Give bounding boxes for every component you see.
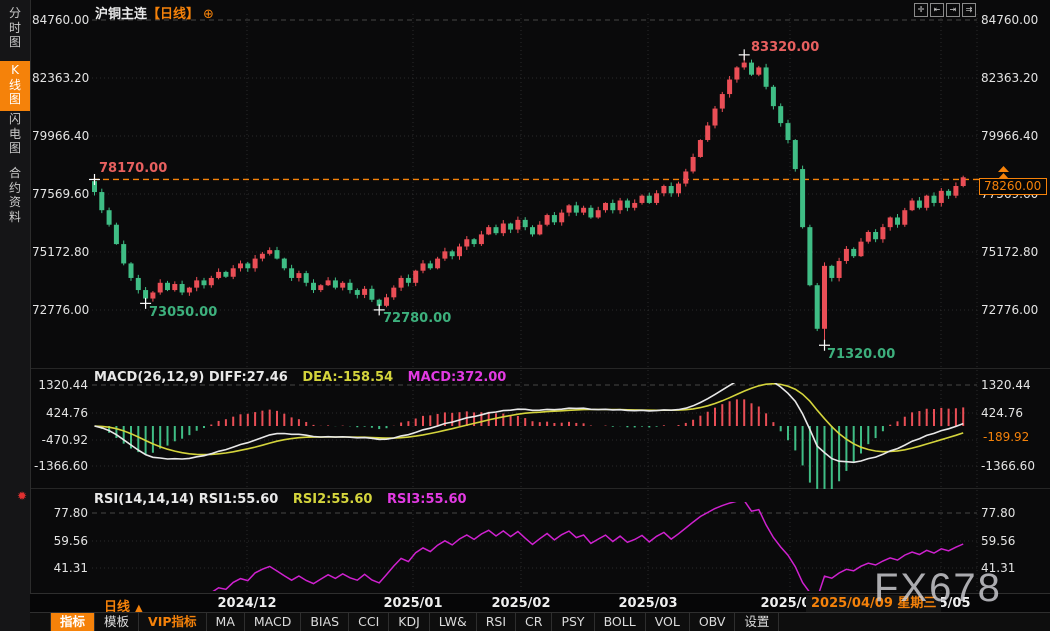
toolbar-item-boll[interactable]: BOLL	[595, 613, 646, 631]
toolbar-item-templates[interactable]: 模板	[95, 613, 140, 631]
macd-y-label: 424.76	[46, 406, 88, 420]
toolbar-item-vip-indicators[interactable]: VIP指标	[139, 613, 207, 631]
period-selector[interactable]: 日线 ▲	[104, 600, 143, 615]
rsi3-value: RSI3:55.60	[387, 492, 467, 507]
toolbar-item-kdj[interactable]: KDJ	[389, 613, 430, 631]
macd-diff-value: DIFF:27.46	[208, 370, 288, 385]
toolbar-item-indicators[interactable]: 指标	[50, 613, 96, 631]
x-tick: 2024/12	[217, 596, 277, 611]
y-label: 79966.40	[32, 129, 90, 143]
left-sidebar: 分时图 K线图 闪电图 合约资料	[0, 0, 31, 631]
crosshair-icon[interactable]: ✛	[914, 3, 928, 17]
y-label: 72776.00	[32, 303, 90, 317]
x-tick: 2025/03	[618, 596, 678, 611]
chart-tools: ✛ ⇤ ⇥ ⇉	[914, 3, 976, 17]
rsi-y-label: 41.31	[53, 561, 88, 575]
y-label: 82363.20	[32, 71, 90, 85]
macd-y-label: -1366.60	[981, 459, 1035, 473]
toolbar-item-lwr[interactable]: LW&	[430, 613, 477, 631]
macd-name: MACD(26,12,9)	[94, 370, 205, 385]
macd-current-badge: -189.92	[981, 430, 1032, 444]
annotation-low-3: 71320.00	[827, 347, 896, 362]
rsi2-value: RSI2:55.60	[292, 492, 373, 507]
rsi-name: RSI(14,14,14)	[94, 492, 195, 507]
live-alert-icon[interactable]: ✹	[17, 489, 28, 503]
annotation-global-high: 83320.00	[751, 40, 820, 55]
shrink-range-icon[interactable]: ⇤	[930, 3, 944, 17]
toolbar-item-cr[interactable]: CR	[516, 613, 553, 631]
annotation-low-1: 73050.00	[149, 305, 218, 320]
toolbar-item-vol[interactable]: VOL	[646, 613, 690, 631]
expand-range-icon[interactable]: ⇥	[946, 3, 960, 17]
macd-macd-value: MACD:372.00	[407, 370, 507, 385]
rsi-y-label: 59.56	[981, 534, 1016, 548]
goto-latest-icon[interactable]: ⇉	[962, 3, 976, 17]
price-up-marker-icon	[998, 166, 1009, 179]
macd-y-label: 1320.44	[981, 378, 1031, 392]
chart-title: 沪铜主连【日线】 ⊕	[95, 3, 214, 22]
rsi1-value: RSI1:55.60	[198, 492, 279, 507]
macd-dea-value: DEA:-158.54	[302, 370, 394, 385]
rsi-y-label: 77.80	[981, 506, 1016, 520]
y-label: 77569.60	[32, 187, 90, 201]
x-tick: 2025/02	[491, 596, 551, 611]
sidebar-item-flash-chart[interactable]: 闪电图	[8, 112, 21, 155]
macd-y-label: 1320.44	[38, 378, 88, 392]
toolbar-item-macd[interactable]: MACD	[245, 613, 302, 631]
y-label: 82363.20	[981, 71, 1039, 85]
rsi-legend: RSI(14,14,14) RSI1:55.60 RSI2:55.60 RSI3…	[94, 492, 467, 507]
toolbar-item-cci[interactable]: CCI	[349, 613, 390, 631]
annotation-low-2: 72780.00	[383, 311, 452, 326]
annotation-first-high: 78170.00	[99, 161, 168, 176]
period-arrow-icon: ▲	[135, 603, 143, 614]
toolbar-item-settings[interactable]: 设置	[735, 613, 780, 631]
macd-y-label: 424.76	[981, 406, 1023, 420]
y-label: 84760.00	[981, 13, 1039, 27]
macd-y-label: -470.92	[41, 433, 88, 447]
toolbar-item-ma[interactable]: MA	[207, 613, 245, 631]
period-label: 【日线】	[147, 7, 200, 22]
indicator-toolbar: 指标 模板 VIP指标 MA MACD BIAS CCI KDJ LW& RSI…	[30, 612, 1050, 631]
y-label: 84760.00	[32, 13, 90, 27]
sidebar-item-kline-chart[interactable]: K线图	[0, 61, 30, 111]
x-tick: 2025/04	[760, 596, 820, 611]
rsi-y-label: 77.80	[53, 506, 88, 520]
x-tick: 2025/01	[383, 596, 443, 611]
y-label: 72776.00	[981, 303, 1039, 317]
sidebar-item-contract-info[interactable]: 合约资料	[8, 166, 21, 224]
x-axis-row: 日线 ▲ 2024/12 2025/01 2025/02 2025/03 2025…	[30, 593, 1050, 615]
sidebar-item-time-chart[interactable]: 分时图	[8, 6, 21, 49]
y-label: 75172.80	[32, 245, 90, 259]
instrument-name: 沪铜主连	[95, 7, 148, 22]
rsi-y-label: 41.31	[981, 561, 1016, 575]
y-label: 75172.80	[981, 245, 1039, 259]
rsi-y-label: 59.56	[53, 534, 88, 548]
crosshair-date-tooltip: 2025/04/09 星期三	[806, 595, 942, 612]
macd-legend: MACD(26,12,9) DIFF:27.46 DEA:-158.54 MAC…	[94, 370, 506, 385]
toolbar-item-obv[interactable]: OBV	[690, 613, 736, 631]
y-label: 79966.40	[981, 129, 1039, 143]
toolbar-item-rsi[interactable]: RSI	[477, 613, 517, 631]
last-price-badge: 78260.00	[979, 178, 1047, 195]
toolbar-item-psy[interactable]: PSY	[552, 613, 595, 631]
macd-y-label: -1366.60	[34, 459, 88, 473]
toolbar-item-bias[interactable]: BIAS	[301, 613, 350, 631]
add-overlay-icon[interactable]: ⊕	[203, 7, 214, 22]
